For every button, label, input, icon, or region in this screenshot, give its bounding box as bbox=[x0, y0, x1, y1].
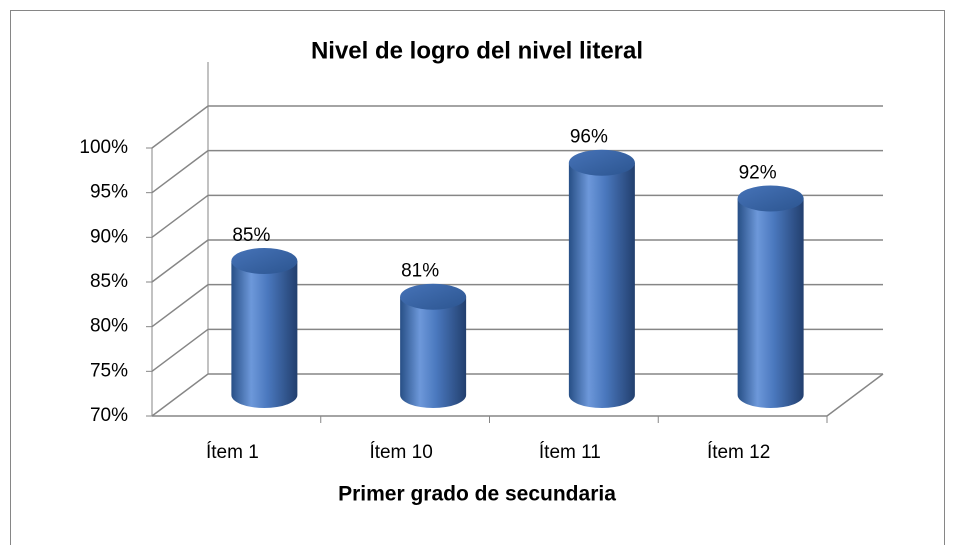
x-tick-label: Ítem 10 bbox=[369, 442, 432, 463]
x-axis-title: Primer grado de secundaria bbox=[338, 483, 616, 506]
bar-top bbox=[400, 283, 467, 310]
grid-line bbox=[151, 283, 883, 328]
chart-title: Nivel de logro del nivel literal bbox=[311, 37, 643, 64]
value-label: 92% bbox=[739, 162, 777, 183]
x-tick-label: Ítem 1 bbox=[206, 442, 259, 463]
bar bbox=[568, 162, 635, 409]
y-tick-label: 80% bbox=[90, 316, 128, 337]
bar-top bbox=[737, 185, 804, 212]
bar-top bbox=[231, 248, 298, 274]
y-tick-label: 90% bbox=[90, 226, 128, 247]
grid-line bbox=[151, 194, 883, 238]
x-tick-label: Ítem 12 bbox=[707, 442, 770, 463]
grid-line bbox=[151, 328, 883, 372]
y-tick-label: 100% bbox=[79, 137, 128, 158]
y-tick-label: 75% bbox=[90, 360, 128, 381]
value-label: 81% bbox=[401, 261, 439, 282]
bar-top bbox=[568, 149, 635, 176]
value-label: 85% bbox=[232, 225, 270, 246]
bar bbox=[400, 296, 467, 409]
bar bbox=[737, 198, 804, 409]
grid-line bbox=[151, 373, 883, 417]
chart-border bbox=[10, 10, 945, 545]
grid-line bbox=[151, 149, 883, 194]
grid-line bbox=[151, 105, 883, 149]
x-tick-label: Ítem 11 bbox=[539, 442, 601, 463]
y-tick-label: 85% bbox=[90, 271, 128, 292]
value-label: 96% bbox=[570, 127, 608, 148]
grid-line bbox=[151, 239, 883, 283]
y-tick-label: 95% bbox=[90, 182, 128, 203]
bar bbox=[231, 261, 298, 409]
y-tick-label: 70% bbox=[90, 405, 128, 426]
